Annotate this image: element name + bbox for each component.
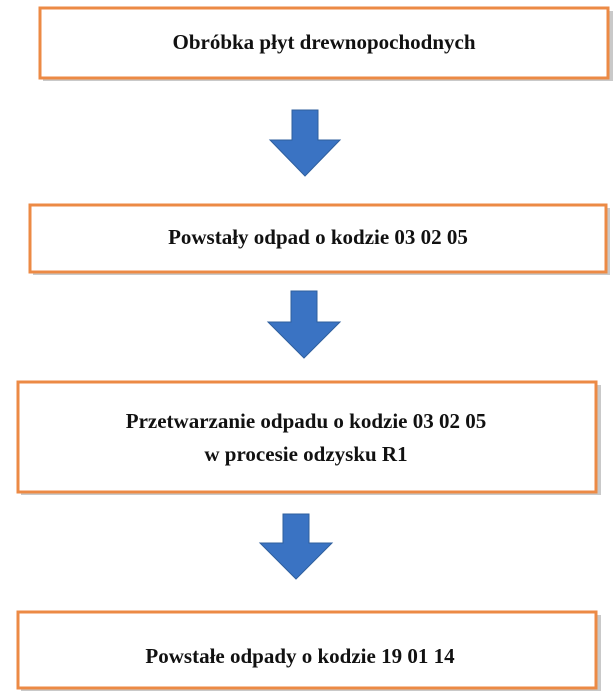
box bbox=[38, 6, 610, 80]
arrow-down bbox=[266, 290, 342, 359]
box bbox=[28, 203, 608, 274]
node-1: Obróbka płyt drewnopochodnych bbox=[38, 6, 613, 81]
node-label: w procesie odzysku R1 bbox=[204, 442, 407, 466]
node-label: Obróbka płyt drewnopochodnych bbox=[172, 30, 475, 54]
arrow-down bbox=[258, 513, 334, 580]
node-label: Powstały odpad o kodzie 03 02 05 bbox=[168, 225, 468, 249]
box bbox=[16, 380, 598, 494]
arrow-down bbox=[268, 109, 342, 177]
node-4: Powstałe odpady o kodzie 19 01 14 bbox=[16, 610, 601, 691]
box bbox=[16, 610, 598, 690]
node-label: Przetwarzanie odpadu o kodzie 03 02 05 bbox=[126, 409, 486, 433]
node-2: Powstały odpad o kodzie 03 02 05 bbox=[28, 203, 610, 275]
node-label: Powstałe odpady o kodzie 19 01 14 bbox=[145, 644, 455, 668]
node-3: Przetwarzanie odpadu o kodzie 03 02 05 w… bbox=[16, 380, 601, 495]
